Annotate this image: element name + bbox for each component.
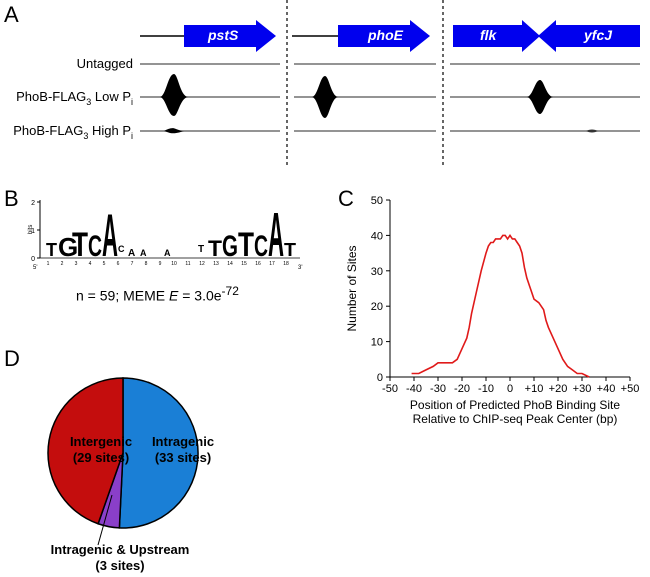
x-tick-label: -50 — [382, 383, 398, 395]
logo-position-label: 7 — [131, 261, 134, 267]
chip-peak-flk — [527, 80, 553, 114]
y-tick-label: 20 — [371, 301, 383, 313]
logo-position-label: 12 — [199, 261, 205, 267]
svg-text:T: T — [198, 244, 204, 255]
logo-position-label: 13 — [213, 261, 219, 267]
svg-text:C: C — [254, 230, 268, 263]
logo-position-label: 6 — [117, 261, 120, 267]
panel-d-letter: D — [4, 346, 20, 371]
logo-tick-0: 0 — [31, 256, 35, 263]
svg-text:C: C — [88, 230, 102, 263]
gene-label-psts: pstS — [208, 27, 239, 43]
x-tick-label: +10 — [525, 383, 544, 395]
gene-arrow-psts — [184, 20, 276, 52]
chip-peak-psts — [160, 74, 188, 116]
logo-end-3: 3' — [298, 265, 302, 271]
svg-text:A: A — [140, 248, 147, 258]
x-tick-label: +30 — [573, 383, 592, 395]
pie-label-intergenic: Intergenic (29 sites) — [69, 434, 133, 465]
x-tick-label: -30 — [430, 383, 446, 395]
chip-peak-phoe — [312, 76, 338, 118]
svg-text:T: T — [46, 240, 57, 260]
logo-tick-1: 1 — [31, 228, 35, 235]
logo-position-label: 18 — [283, 261, 289, 267]
gene-label-phoe: phoE — [368, 27, 403, 43]
logo-position-label: 15 — [241, 261, 247, 267]
pie-label-intragenic: Intragenic (33 sites) — [151, 434, 215, 465]
svg-text:A: A — [268, 201, 284, 270]
position-histogram-chart: 0 10 20 30 40 50 -50 -40 -30 -20 -10 0 +10 +20 +30 +40 +… — [345, 195, 640, 426]
gene-arrow-phoe — [338, 20, 430, 52]
svg-text:T: T — [238, 226, 254, 264]
svg-text:A: A — [164, 248, 171, 258]
track-label-high-pi: PhoB-FLAG3 High Pi — [13, 123, 133, 141]
logo-motif-graphic: T G T C A C A A A T T G T C A T — [46, 201, 296, 270]
logo-caption: n = 59; MEME E = 3.0e-72 — [76, 284, 239, 304]
svg-text:C: C — [118, 244, 125, 254]
svg-text:G: G — [58, 232, 78, 262]
gene-label-yfcj: yfcJ — [584, 27, 613, 43]
logo-end-5: 5' — [33, 265, 37, 271]
x-tick-label: +50 — [621, 383, 640, 395]
x-tick-label: -20 — [454, 383, 470, 395]
logo-position-label: 14 — [227, 261, 233, 267]
pie-callout-line — [97, 494, 113, 546]
gene-arrow-flk — [453, 20, 540, 52]
series-line — [411, 233, 590, 378]
logo-position-label: 10 — [171, 261, 177, 267]
x-tick-label: 0 — [507, 383, 513, 395]
svg-text:T: T — [284, 240, 296, 260]
pie-slice-intragenic — [118, 377, 199, 529]
sequence-logo: 2 1 0 bits 5' 3' 1 2 3 4 5 6 7 8 9 10 11 12 13 14 15 16… — [28, 200, 302, 271]
panel-b-letter: B — [4, 186, 19, 211]
svg-text:A: A — [102, 202, 118, 269]
svg-text:G: G — [222, 230, 238, 263]
x-tick-label: -40 — [406, 383, 422, 395]
logo-position-label: 3 — [75, 261, 78, 267]
logo-position-label: 4 — [89, 261, 92, 267]
x-tick-label: -10 — [478, 383, 494, 395]
y-tick-label: 10 — [371, 337, 383, 349]
logo-axis-label: bits — [28, 225, 34, 234]
x-axis-title: Position of Predicted PhoB Binding Site — [410, 398, 620, 412]
panel-c-letter: C — [338, 186, 354, 211]
panel-a-tracks — [140, 0, 640, 168]
pie-label-intragenic-upstream: Intragenic & Upstream (3 sites) — [50, 542, 190, 573]
y-tick-label: 50 — [371, 195, 383, 207]
logo-position-label: 17 — [269, 261, 275, 267]
track-label-untagged: Untagged — [76, 56, 133, 71]
pie-slice-intergenic — [47, 377, 124, 525]
y-tick-label: 30 — [371, 266, 383, 278]
logo-position-label: 11 — [185, 261, 190, 267]
panel-a-letter: A — [4, 2, 19, 27]
logo-position-label: 1 — [47, 261, 50, 267]
svg-text:T: T — [208, 236, 223, 261]
svg-text:T: T — [72, 226, 88, 264]
x-tick-label: +40 — [597, 383, 616, 395]
logo-position-labels: 1 2 3 4 5 6 7 8 9 10 11 12 13 14 15 16 17 18 — [47, 261, 289, 267]
logo-position-label: 2 — [61, 261, 64, 267]
logo-position-label: 9 — [159, 261, 162, 267]
track-label-low-pi: PhoB-FLAG3 Low Pi — [16, 89, 133, 107]
logo-position-label: 16 — [255, 261, 261, 267]
y-tick-label: 40 — [371, 230, 383, 242]
x-tick-label: +20 — [549, 383, 568, 395]
gene-label-flk: flk — [480, 27, 497, 43]
x-axis-title-line2: Relative to ChIP-seq Peak Center (bp) — [413, 412, 618, 426]
logo-position-label: 8 — [145, 261, 148, 267]
logo-position-label: 5 — [103, 261, 106, 267]
y-tick-label: 0 — [377, 372, 383, 384]
svg-text:A: A — [128, 248, 135, 259]
logo-tick-2: 2 — [31, 200, 35, 207]
gene-arrow-yfcj — [538, 20, 640, 52]
y-axis-title: Number of Sites — [345, 245, 359, 331]
site-distribution-pie — [47, 377, 199, 546]
